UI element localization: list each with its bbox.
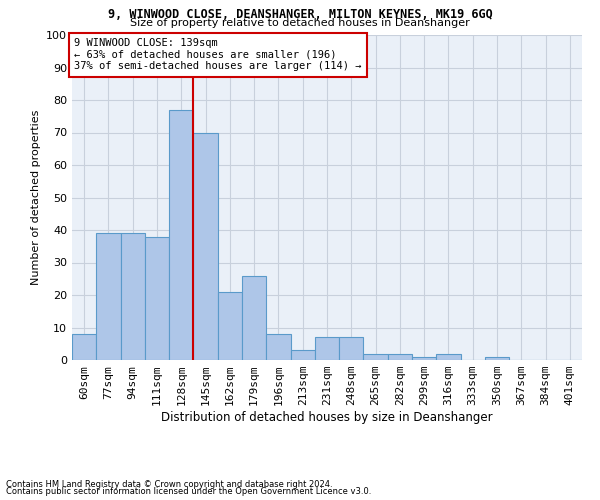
Bar [193, 132, 218, 360]
Bar [145, 236, 169, 360]
Bar [412, 357, 436, 360]
Bar [339, 337, 364, 360]
Text: Contains HM Land Registry data © Crown copyright and database right 2024.: Contains HM Land Registry data © Crown c… [6, 480, 332, 489]
Text: 9, WINWOOD CLOSE, DEANSHANGER, MILTON KEYNES, MK19 6GQ: 9, WINWOOD CLOSE, DEANSHANGER, MILTON KE… [107, 8, 493, 20]
Bar [218, 292, 242, 360]
Bar [485, 357, 509, 360]
Bar [169, 110, 193, 360]
Bar [290, 350, 315, 360]
Bar [315, 337, 339, 360]
Y-axis label: Number of detached properties: Number of detached properties [31, 110, 41, 285]
Bar [388, 354, 412, 360]
Bar [121, 233, 145, 360]
Text: 9 WINWOOD CLOSE: 139sqm
← 63% of detached houses are smaller (196)
37% of semi-d: 9 WINWOOD CLOSE: 139sqm ← 63% of detache… [74, 38, 362, 72]
Bar [266, 334, 290, 360]
Bar [242, 276, 266, 360]
Bar [72, 334, 96, 360]
Text: Size of property relative to detached houses in Deanshanger: Size of property relative to detached ho… [130, 18, 470, 28]
Bar [364, 354, 388, 360]
Bar [436, 354, 461, 360]
X-axis label: Distribution of detached houses by size in Deanshanger: Distribution of detached houses by size … [161, 411, 493, 424]
Text: Contains public sector information licensed under the Open Government Licence v3: Contains public sector information licen… [6, 487, 371, 496]
Bar [96, 233, 121, 360]
